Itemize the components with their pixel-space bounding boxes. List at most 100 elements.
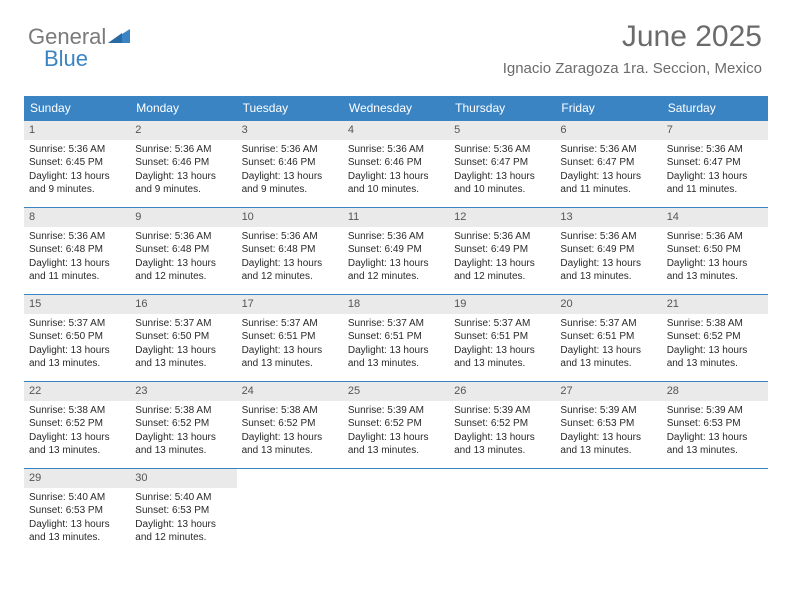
calendar-empty-cell xyxy=(555,469,661,555)
day-number: 4 xyxy=(343,121,449,140)
daylight-line: Daylight: 13 hours and 13 minutes. xyxy=(29,431,125,458)
sunset-line: Sunset: 6:49 PM xyxy=(560,243,656,257)
sunset-line: Sunset: 6:53 PM xyxy=(135,504,231,518)
day-body: Sunrise: 5:36 AMSunset: 6:49 PMDaylight:… xyxy=(555,227,661,289)
sunset-line: Sunset: 6:51 PM xyxy=(242,330,338,344)
day-number: 11 xyxy=(343,208,449,227)
sunrise-line: Sunrise: 5:36 AM xyxy=(135,143,231,157)
day-number: 15 xyxy=(24,295,130,314)
sunrise-line: Sunrise: 5:39 AM xyxy=(348,404,444,418)
calendar-table: SundayMondayTuesdayWednesdayThursdayFrid… xyxy=(24,96,768,555)
day-number: 23 xyxy=(130,382,236,401)
sunrise-line: Sunrise: 5:36 AM xyxy=(242,230,338,244)
daylight-line: Daylight: 13 hours and 11 minutes. xyxy=(29,257,125,284)
sunrise-line: Sunrise: 5:36 AM xyxy=(29,230,125,244)
sunset-line: Sunset: 6:46 PM xyxy=(242,156,338,170)
daylight-line: Daylight: 13 hours and 12 minutes. xyxy=(135,518,231,545)
calendar-day-cell: 25Sunrise: 5:39 AMSunset: 6:52 PMDayligh… xyxy=(343,382,449,468)
page-subtitle: Ignacio Zaragoza 1ra. Seccion, Mexico xyxy=(503,60,762,77)
title-block: June 2025 Ignacio Zaragoza 1ra. Seccion,… xyxy=(503,20,762,77)
calendar-day-cell: 22Sunrise: 5:38 AMSunset: 6:52 PMDayligh… xyxy=(24,382,130,468)
sunset-line: Sunset: 6:50 PM xyxy=(667,243,763,257)
daylight-line: Daylight: 13 hours and 9 minutes. xyxy=(242,170,338,197)
daylight-line: Daylight: 13 hours and 13 minutes. xyxy=(454,344,550,371)
day-number: 28 xyxy=(662,382,768,401)
daylight-line: Daylight: 13 hours and 13 minutes. xyxy=(29,518,125,545)
sunrise-line: Sunrise: 5:39 AM xyxy=(560,404,656,418)
sunset-line: Sunset: 6:52 PM xyxy=(242,417,338,431)
sunrise-line: Sunrise: 5:36 AM xyxy=(348,143,444,157)
calendar-day-cell: 7Sunrise: 5:36 AMSunset: 6:47 PMDaylight… xyxy=(662,121,768,207)
sunset-line: Sunset: 6:52 PM xyxy=(135,417,231,431)
sunset-line: Sunset: 6:46 PM xyxy=(348,156,444,170)
sunset-line: Sunset: 6:48 PM xyxy=(29,243,125,257)
daylight-line: Daylight: 13 hours and 11 minutes. xyxy=(667,170,763,197)
calendar-week-row: 8Sunrise: 5:36 AMSunset: 6:48 PMDaylight… xyxy=(24,207,768,294)
sunrise-line: Sunrise: 5:37 AM xyxy=(348,317,444,331)
daylight-line: Daylight: 13 hours and 9 minutes. xyxy=(29,170,125,197)
calendar-header-sunday: Sunday xyxy=(24,96,130,120)
calendar-week-row: 22Sunrise: 5:38 AMSunset: 6:52 PMDayligh… xyxy=(24,381,768,468)
calendar-day-cell: 27Sunrise: 5:39 AMSunset: 6:53 PMDayligh… xyxy=(555,382,661,468)
sunrise-line: Sunrise: 5:38 AM xyxy=(135,404,231,418)
day-number: 10 xyxy=(237,208,343,227)
logo-triangle-icon xyxy=(108,27,130,48)
daylight-line: Daylight: 13 hours and 13 minutes. xyxy=(348,431,444,458)
sunset-line: Sunset: 6:52 PM xyxy=(29,417,125,431)
sunrise-line: Sunrise: 5:36 AM xyxy=(560,143,656,157)
day-body: Sunrise: 5:37 AMSunset: 6:51 PMDaylight:… xyxy=(555,314,661,376)
calendar-day-cell: 3Sunrise: 5:36 AMSunset: 6:46 PMDaylight… xyxy=(237,121,343,207)
day-number: 14 xyxy=(662,208,768,227)
calendar-day-cell: 2Sunrise: 5:36 AMSunset: 6:46 PMDaylight… xyxy=(130,121,236,207)
day-number: 6 xyxy=(555,121,661,140)
sunset-line: Sunset: 6:50 PM xyxy=(135,330,231,344)
calendar-day-cell: 18Sunrise: 5:37 AMSunset: 6:51 PMDayligh… xyxy=(343,295,449,381)
day-body: Sunrise: 5:38 AMSunset: 6:52 PMDaylight:… xyxy=(130,401,236,463)
sunrise-line: Sunrise: 5:36 AM xyxy=(667,230,763,244)
calendar-day-cell: 4Sunrise: 5:36 AMSunset: 6:46 PMDaylight… xyxy=(343,121,449,207)
calendar-day-cell: 16Sunrise: 5:37 AMSunset: 6:50 PMDayligh… xyxy=(130,295,236,381)
calendar-week-row: 15Sunrise: 5:37 AMSunset: 6:50 PMDayligh… xyxy=(24,294,768,381)
calendar-empty-cell xyxy=(237,469,343,555)
daylight-line: Daylight: 13 hours and 12 minutes. xyxy=(348,257,444,284)
day-body: Sunrise: 5:37 AMSunset: 6:50 PMDaylight:… xyxy=(24,314,130,376)
logo-text-blue: Blue xyxy=(44,46,88,71)
calendar-day-cell: 29Sunrise: 5:40 AMSunset: 6:53 PMDayligh… xyxy=(24,469,130,555)
calendar-header-tuesday: Tuesday xyxy=(237,96,343,120)
day-number: 13 xyxy=(555,208,661,227)
calendar-week-row: 29Sunrise: 5:40 AMSunset: 6:53 PMDayligh… xyxy=(24,468,768,555)
daylight-line: Daylight: 13 hours and 13 minutes. xyxy=(29,344,125,371)
daylight-line: Daylight: 13 hours and 9 minutes. xyxy=(135,170,231,197)
day-body: Sunrise: 5:40 AMSunset: 6:53 PMDaylight:… xyxy=(24,488,130,550)
day-number: 2 xyxy=(130,121,236,140)
day-body: Sunrise: 5:36 AMSunset: 6:47 PMDaylight:… xyxy=(449,140,555,202)
day-number: 8 xyxy=(24,208,130,227)
daylight-line: Daylight: 13 hours and 13 minutes. xyxy=(242,431,338,458)
sunset-line: Sunset: 6:53 PM xyxy=(560,417,656,431)
day-number: 5 xyxy=(449,121,555,140)
calendar-day-cell: 30Sunrise: 5:40 AMSunset: 6:53 PMDayligh… xyxy=(130,469,236,555)
calendar-day-cell: 5Sunrise: 5:36 AMSunset: 6:47 PMDaylight… xyxy=(449,121,555,207)
calendar-day-cell: 21Sunrise: 5:38 AMSunset: 6:52 PMDayligh… xyxy=(662,295,768,381)
day-number: 18 xyxy=(343,295,449,314)
daylight-line: Daylight: 13 hours and 10 minutes. xyxy=(454,170,550,197)
calendar-empty-cell xyxy=(662,469,768,555)
day-number: 12 xyxy=(449,208,555,227)
day-body: Sunrise: 5:39 AMSunset: 6:52 PMDaylight:… xyxy=(343,401,449,463)
day-number: 9 xyxy=(130,208,236,227)
calendar-day-cell: 10Sunrise: 5:36 AMSunset: 6:48 PMDayligh… xyxy=(237,208,343,294)
sunrise-line: Sunrise: 5:37 AM xyxy=(454,317,550,331)
day-body: Sunrise: 5:37 AMSunset: 6:51 PMDaylight:… xyxy=(237,314,343,376)
daylight-line: Daylight: 13 hours and 13 minutes. xyxy=(560,257,656,284)
sunset-line: Sunset: 6:50 PM xyxy=(29,330,125,344)
day-body: Sunrise: 5:37 AMSunset: 6:50 PMDaylight:… xyxy=(130,314,236,376)
sunrise-line: Sunrise: 5:37 AM xyxy=(29,317,125,331)
day-number: 22 xyxy=(24,382,130,401)
day-number: 16 xyxy=(130,295,236,314)
calendar-empty-cell xyxy=(343,469,449,555)
sunset-line: Sunset: 6:53 PM xyxy=(29,504,125,518)
day-body: Sunrise: 5:37 AMSunset: 6:51 PMDaylight:… xyxy=(343,314,449,376)
sunset-line: Sunset: 6:48 PM xyxy=(242,243,338,257)
day-number: 7 xyxy=(662,121,768,140)
day-body: Sunrise: 5:36 AMSunset: 6:46 PMDaylight:… xyxy=(130,140,236,202)
